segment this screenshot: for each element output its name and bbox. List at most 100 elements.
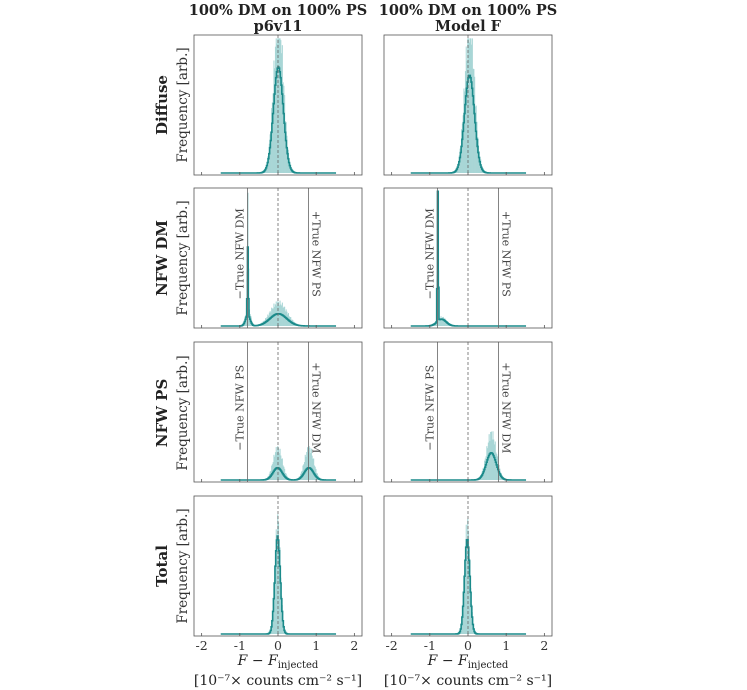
- band-bar: [277, 514, 279, 634]
- band-bar: [443, 319, 445, 326]
- band-bar: [490, 431, 492, 480]
- band-bar: [469, 38, 471, 173]
- truth-label: +True NFW PS: [500, 211, 513, 297]
- band-bar: [464, 71, 467, 173]
- band-bar: [460, 145, 462, 173]
- band-bar: [442, 316, 444, 326]
- band-bar: [279, 448, 281, 480]
- band-bar: [468, 530, 470, 634]
- band-bar: [276, 43, 278, 173]
- xlabel-col2-sub: injected: [468, 660, 509, 671]
- band-bar: [278, 305, 280, 326]
- band-bar: [470, 38, 472, 173]
- x-tick-label: -1: [424, 638, 436, 653]
- band-bar: [465, 46, 467, 173]
- band-bar: [463, 580, 465, 634]
- band-bar: [302, 465, 304, 480]
- histogram-line-nfw-dm-p6v11: [220, 246, 337, 327]
- band-bar: [274, 46, 277, 173]
- band-bar: [487, 448, 489, 480]
- band-bar: [476, 121, 478, 173]
- col-title-1-line2: p6v11: [254, 18, 303, 35]
- band-bar: [470, 587, 472, 634]
- band-bar: [493, 439, 495, 480]
- band-bar: [272, 610, 274, 634]
- band-bar: [487, 442, 489, 480]
- truth-label: +True NFW DM: [500, 362, 513, 453]
- truth-label: −True NFW DM: [234, 208, 247, 299]
- band-bar: [280, 455, 282, 480]
- band-bar: [474, 76, 476, 173]
- band-bar: [278, 38, 280, 173]
- band-bar: [274, 452, 277, 480]
- x-tick-label: 0: [274, 638, 282, 653]
- band-bar: [485, 456, 487, 480]
- band-bar: [284, 121, 286, 173]
- band-bar: [272, 93, 274, 173]
- band-bar: [281, 458, 283, 480]
- panel-nfw-dm-p6v11: −True NFW DM +True NFW PS: [193, 187, 363, 329]
- x-tick-label: -2: [196, 638, 208, 653]
- band-bar: [308, 446, 310, 480]
- panel-nfw-dm-model-f: −True NFW DM +True NFW PS: [383, 187, 553, 329]
- xlabel-col1-line1: F − Finjected: [237, 653, 319, 671]
- ylabel-diffuse: Frequency [arb.]: [175, 47, 191, 162]
- band-bar: [477, 137, 479, 173]
- band-bar: [439, 318, 441, 326]
- band-bar: [278, 522, 280, 634]
- histogram-line-nfw-ps-model-f: [410, 452, 527, 481]
- band-bar: [305, 456, 307, 480]
- band-bar: [271, 465, 273, 480]
- ylabel-nfw-dm: Frequency [arb.]: [175, 200, 191, 315]
- band-diffuse-p6v11: [261, 38, 296, 174]
- truth-label: −True NFW PS: [234, 365, 247, 451]
- band-bar: [279, 38, 281, 173]
- band-bar: [271, 102, 273, 173]
- truth-label: −True NFW PS: [424, 365, 437, 451]
- band-bar: [469, 560, 471, 634]
- truth-label: +True NFW DM: [310, 362, 323, 453]
- xlabel-col1-line2: [10⁻⁷× counts cm⁻² s⁻¹]: [194, 673, 362, 689]
- x-tick-label: 2: [350, 638, 358, 653]
- band-bar: [284, 95, 286, 173]
- xlabel-col2-main: F − F: [427, 653, 469, 669]
- x-tick-label: 2: [540, 638, 548, 653]
- col-title-2-line2: Model F: [435, 18, 502, 35]
- panel-diffuse-p6v11: [193, 34, 363, 176]
- band-bar: [278, 453, 280, 480]
- band-bar: [466, 538, 468, 634]
- band-bar: [274, 456, 276, 480]
- band-bar: [438, 317, 441, 326]
- band-bar: [273, 60, 275, 173]
- band-bar: [466, 60, 468, 173]
- band-bar: [464, 91, 466, 173]
- histogram-line-diffuse-model-f: [410, 74, 527, 174]
- band-nfw-dm-p6v11: [241, 192, 302, 326]
- panel-total-model-f: -2 -1 0 1 2: [383, 495, 553, 653]
- band-bar: [273, 454, 275, 480]
- band-bar: [274, 556, 277, 634]
- band-bar: [474, 106, 476, 173]
- band-bar: [274, 306, 276, 326]
- band-bar: [468, 42, 470, 173]
- band-bar: [440, 316, 442, 326]
- band-bar: [304, 454, 306, 480]
- row-label-diffuse: Diffuse: [153, 75, 171, 135]
- band-bar: [489, 440, 491, 480]
- band-bar: [311, 455, 313, 480]
- panel-total-p6v11: -2 -1 0 1 2: [193, 495, 363, 653]
- panel-nfw-ps-model-f: −True NFW PS +True NFW DM: [383, 341, 553, 483]
- panel-nfw-ps-p6v11: −True NFW PS +True NFW DM: [193, 341, 363, 483]
- ylabel-total: Frequency [arb.]: [175, 508, 191, 623]
- band-bar: [282, 82, 284, 173]
- band-bar: [279, 547, 281, 634]
- band-bar: [280, 577, 282, 634]
- band-bar: [276, 452, 278, 480]
- band-bar: [306, 451, 308, 480]
- truth-label: +True NFW PS: [310, 211, 323, 297]
- band-bar: [312, 458, 314, 480]
- band-bar: [493, 444, 496, 480]
- x-tick-label: 1: [312, 638, 320, 653]
- band-bar: [445, 319, 447, 326]
- xlabel-col2-line1: F − Finjected: [427, 653, 509, 671]
